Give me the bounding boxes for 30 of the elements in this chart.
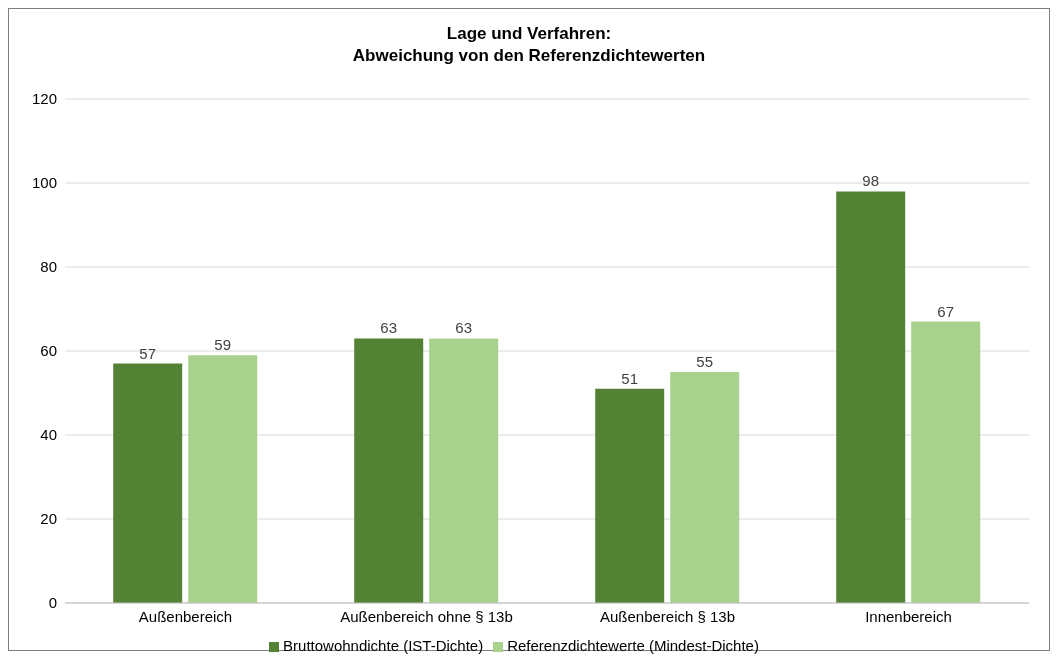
bar: [429, 338, 499, 603]
legend-label: Referenzdichtewerte (Mindest-Dichte): [507, 637, 759, 654]
y-tick-label: 120: [31, 90, 57, 108]
data-label: 63: [380, 319, 398, 337]
bar: [113, 363, 183, 603]
data-label: 59: [214, 336, 232, 354]
x-tick-label: Innenbereich: [865, 607, 952, 625]
data-label: 67: [937, 302, 955, 320]
bar: [595, 388, 665, 603]
y-tick-label: 40: [40, 426, 57, 444]
y-tick-label: 0: [48, 594, 57, 612]
y-tick-label: 80: [40, 258, 57, 276]
data-label: 98: [862, 172, 880, 190]
data-label: 57: [139, 344, 157, 362]
x-tick-label: Außenbereich: [138, 607, 233, 625]
x-tick-label: Außenbereich § 13b: [599, 607, 736, 625]
data-label: 63: [455, 319, 473, 337]
bar: [188, 355, 258, 603]
data-label: 51: [621, 369, 639, 387]
data-label: 55: [696, 353, 714, 370]
y-tick-label: 60: [40, 342, 57, 360]
bar: [670, 372, 740, 603]
bar: [836, 191, 906, 603]
bar: [354, 338, 424, 603]
x-tick-label: Außenbereich ohne § 13b: [340, 607, 513, 625]
chart-title: Lage und Verfahren: Abweichung von den Referenzdichtewerten: [351, 23, 707, 67]
y-tick-label: 20: [40, 510, 57, 528]
bar: [911, 321, 981, 603]
y-tick-label: 100: [31, 174, 57, 192]
legend-label: Bruttowohndichte (IST-Dichte): [283, 637, 484, 654]
